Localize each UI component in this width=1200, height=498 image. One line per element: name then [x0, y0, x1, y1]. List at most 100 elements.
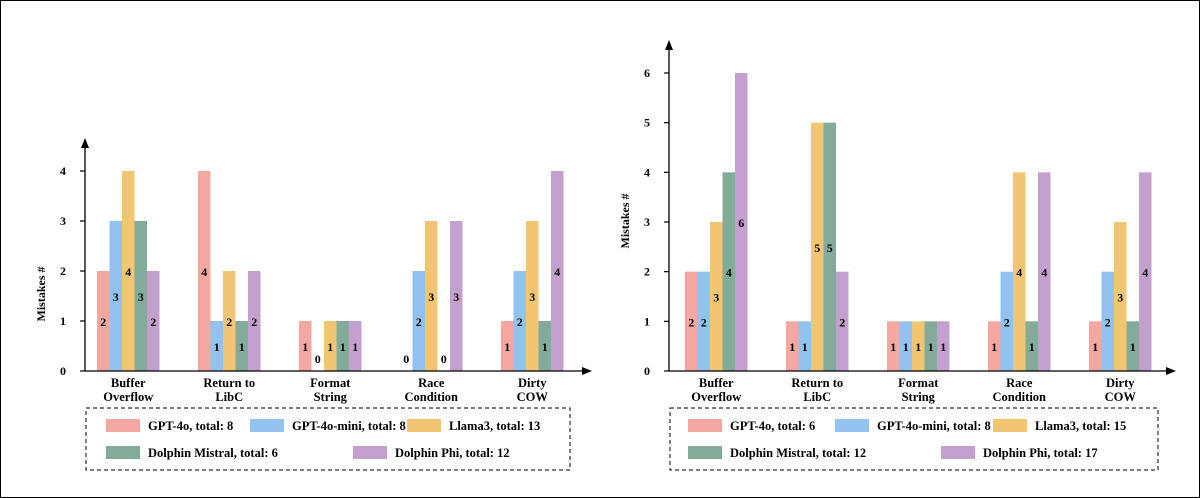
x-tick-label: LibC [803, 390, 831, 404]
y-axis-arrow [665, 40, 673, 50]
bar-value-label: 2 [701, 315, 707, 329]
x-tick-label: Dirty [518, 376, 547, 390]
y-tick-label: 5 [644, 116, 650, 130]
bar-value-label: 1 [327, 340, 333, 354]
bar-gpt-4o-3 [299, 321, 312, 371]
legend-swatch-gpt-4o [106, 419, 140, 432]
x-tick-label: LibC [215, 390, 243, 404]
bar-dolphin-mistral-2 [823, 122, 836, 372]
bar-value-label: 3 [529, 290, 535, 304]
bar-llama3-5 [1114, 222, 1127, 371]
legend-swatch-gpt-4o-mini [250, 419, 284, 432]
legend-label: GPT-4o, total: 6 [730, 419, 815, 433]
bar-dolphin-phi-2 [836, 271, 849, 371]
x-tick-label: Return to [203, 376, 255, 390]
y-tick-label: 4 [60, 164, 66, 178]
legend-label: Dolphin Mistral, total: 6 [148, 446, 278, 460]
bar-llama3-4 [425, 221, 438, 371]
bar-value-label: 1 [802, 340, 808, 354]
bar-dolphin-phi-1 [735, 73, 748, 371]
legend-swatch-dolphin-phi [941, 446, 975, 459]
y-axis-label: Mistakes # [618, 194, 632, 249]
bar-dolphin-phi-4 [450, 221, 463, 371]
bar-value-label: 1 [302, 340, 308, 354]
bar-value-label: 5 [814, 241, 820, 255]
legend-box [85, 407, 571, 471]
legend-label: GPT-4o, total: 8 [148, 419, 233, 433]
legend-label: Dolphin Mistral, total: 12 [730, 446, 866, 460]
bar-value-label: 3 [138, 290, 144, 304]
bar-value-label: 2 [839, 315, 845, 329]
bar-gpt-4o-mini-5 [1101, 271, 1114, 371]
bar-llama3-2 [223, 271, 236, 371]
bar-value-label: 4 [554, 265, 560, 279]
bar-value-label: 0 [315, 352, 321, 366]
bar-gpt-4o-mini-2 [798, 321, 811, 371]
x-tick-label: Overflow [103, 390, 153, 404]
bar-dolphin-mistral-5 [538, 321, 551, 371]
y-tick-label: 2 [60, 264, 66, 278]
y-tick-label: 1 [60, 314, 66, 328]
bar-gpt-4o-2 [198, 171, 211, 371]
legend-label: GPT-4o-mini, total: 8 [292, 419, 406, 433]
bar-value-label: 1 [890, 340, 896, 354]
x-tick-label: Buffer [111, 376, 146, 390]
x-tick-label: Overflow [691, 390, 741, 404]
y-tick-label: 3 [60, 214, 66, 228]
legend-label: Dolphin Phi, total: 12 [395, 446, 510, 460]
legend-swatch-llama3 [993, 419, 1027, 432]
legend-swatch-dolphin-mistral [106, 446, 140, 459]
bar-value-label: 0 [441, 352, 447, 366]
y-tick-label: 6 [644, 66, 650, 80]
bar-gpt-4o-2 [786, 321, 799, 371]
y-tick-label: 0 [60, 364, 66, 378]
x-tick-label: COW [517, 390, 549, 404]
x-tick-label: Return to [791, 376, 843, 390]
bar-gpt-4o-mini-2 [210, 321, 223, 371]
y-tick-label: 0 [644, 364, 650, 378]
bar-value-label: 4 [726, 266, 732, 280]
bar-gpt-4o-1 [685, 271, 698, 371]
legend: GPT-4o, total: 6 GPT-4o-mini, total: 8 Lla… [669, 407, 1159, 471]
bar-gpt-4o-mini-4 [1000, 271, 1013, 371]
bar-gpt-4o-mini-5 [513, 271, 526, 371]
bar-gpt-4o-3 [887, 321, 900, 371]
bar-value-label: 5 [827, 241, 833, 255]
bar-gpt-4o-5 [501, 321, 514, 371]
bar-llama3-2 [811, 122, 824, 372]
y-tick-label: 4 [644, 165, 650, 179]
bar-dolphin-mistral-2 [235, 321, 248, 371]
bar-dolphin-phi-5 [551, 171, 564, 371]
x-axis-arrow [1166, 367, 1176, 375]
bar-value-label: 1 [915, 340, 921, 354]
bar-gpt-4o-5 [1089, 321, 1102, 371]
legend-box [669, 407, 1159, 471]
bar-value-label: 1 [504, 340, 510, 354]
bar-value-label: 4 [201, 265, 207, 279]
x-tick-label: Condition [993, 390, 1047, 404]
bar-value-label: 1 [1130, 340, 1136, 354]
bar-value-label: 3 [1117, 291, 1123, 305]
legend-label: Llama3, total: 15 [1035, 419, 1126, 433]
legend-swatch-gpt-4o [688, 419, 722, 432]
bar-value-label: 2 [688, 315, 694, 329]
bar-value-label: 1 [352, 340, 358, 354]
bar-dolphin-phi-3 [937, 321, 950, 371]
bar-value-label: 1 [903, 340, 909, 354]
bar-value-label: 3 [713, 291, 719, 305]
bar-gpt-4o-1 [97, 271, 110, 371]
bar-value-label: 1 [239, 340, 245, 354]
bar-value-label: 4 [1142, 266, 1148, 280]
bar-value-label: 4 [125, 265, 131, 279]
bar-dolphin-mistral-4 [1025, 321, 1038, 371]
bar-dolphin-phi-3 [349, 321, 362, 371]
bar-value-label: 0 [403, 352, 409, 366]
bar-value-label: 1 [991, 340, 997, 354]
bar-value-label: 2 [226, 315, 232, 329]
bar-value-label: 1 [214, 340, 220, 354]
x-tick-label: Condition [405, 390, 459, 404]
y-axis-label: Mistakes # [34, 267, 48, 322]
bar-dolphin-mistral-3 [336, 321, 349, 371]
